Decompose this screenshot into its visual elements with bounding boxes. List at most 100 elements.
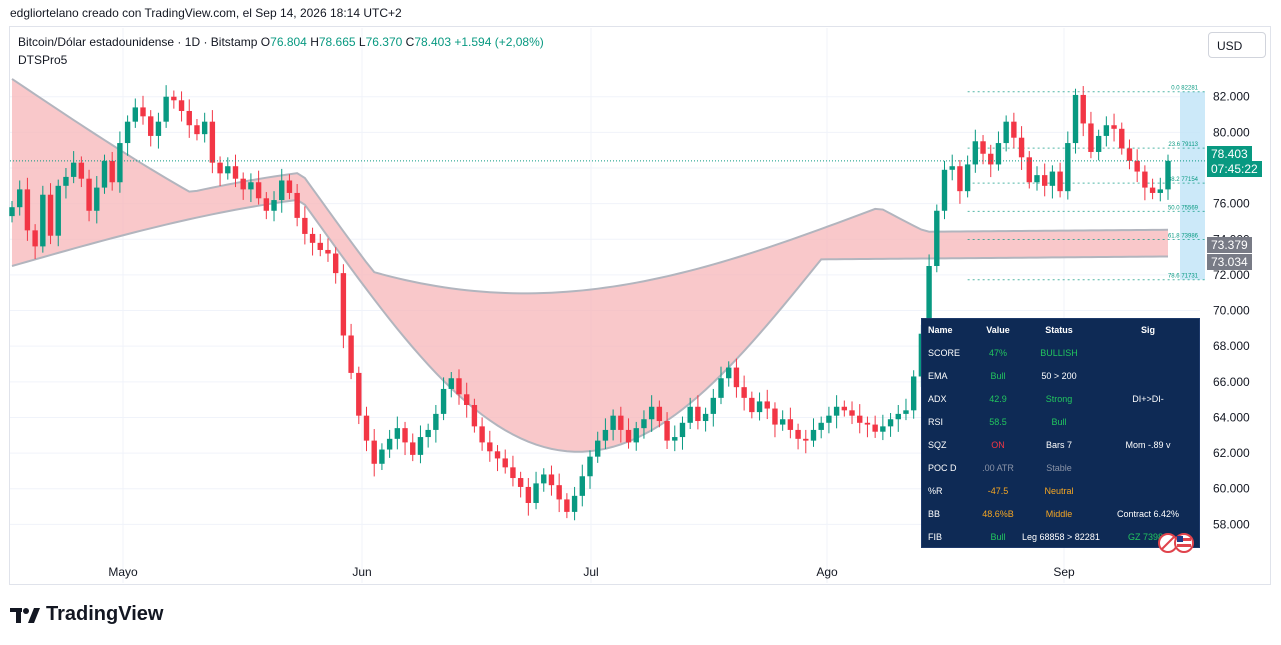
candle-body: [63, 176, 69, 186]
candle-body: [240, 178, 246, 190]
stats-header-cell: Status: [1045, 325, 1073, 335]
stats-cell: Bull: [990, 371, 1006, 381]
fib-level-label: 61.8 73986: [1168, 234, 1199, 240]
high-value: 78.665: [318, 35, 356, 49]
candle-body: [525, 486, 532, 503]
candle-body: [1011, 121, 1017, 138]
stats-cell: Strong: [1045, 394, 1073, 404]
y-tick-label: 70.000: [1213, 304, 1250, 318]
indicator-label[interactable]: DTSPro5: [18, 53, 68, 67]
candle-body: [286, 180, 293, 193]
stats-row: BB 48.6%B Middle Contract 6.42%: [922, 503, 1199, 525]
candle-body: [1080, 94, 1086, 124]
candle-body: [687, 406, 693, 423]
stats-cell: 58.5: [989, 417, 1007, 427]
candle-body: [94, 187, 100, 211]
y-tick-label: 62.000: [1213, 446, 1250, 460]
stats-header-cell: Value: [986, 325, 1010, 335]
stats-cell: .00 ATR: [982, 463, 1014, 473]
stats-cell: 50 > 200: [1041, 371, 1077, 381]
candle-body: [510, 467, 516, 479]
candle-body: [1018, 137, 1025, 158]
stats-cell: Mom -.89 v: [1125, 440, 1171, 450]
candle-body: [957, 166, 963, 192]
stats-cell: POC D: [928, 463, 957, 473]
candle-body: [55, 185, 61, 236]
currency-button[interactable]: USD: [1208, 32, 1266, 58]
stats-row: SCORE 47% BULLISH: [922, 342, 1199, 364]
candle-body: [271, 200, 277, 211]
candle-body: [379, 449, 385, 464]
candle-body: [425, 429, 431, 438]
candle-body: [448, 378, 454, 389]
candle-body: [124, 121, 131, 144]
ma-cloud: [12, 78, 1168, 452]
candle-body: [140, 107, 146, 117]
stats-cell: BULLISH: [1040, 348, 1078, 358]
snapshot-header: edgliortelano creado con TradingView.com…: [10, 6, 402, 20]
candle-body: [248, 182, 254, 190]
candle-body: [479, 426, 485, 443]
stats-cell: -47.5: [987, 486, 1009, 496]
candle-body: [949, 166, 955, 170]
candle-body: [1103, 125, 1110, 136]
y-tick-label: 82.000: [1213, 90, 1250, 104]
stats-row: %R -47.5 Neutral: [922, 480, 1199, 502]
y-tick-label: 66.000: [1213, 375, 1250, 389]
stats-row: EMA Bull 50 > 200: [922, 365, 1199, 387]
stats-row: RSI 58.5 Bull: [922, 411, 1199, 433]
candle-body: [171, 96, 177, 101]
low-label: L: [358, 35, 366, 49]
ma-lower-tag: 73.034: [1207, 254, 1252, 270]
candle-body: [749, 397, 755, 413]
candle-body: [1003, 121, 1009, 144]
ma-upper-line: [11, 78, 1169, 295]
last-price-tag: 78.403: [1207, 146, 1252, 162]
symbol-title: Bitcoin/Dólar estadounidense · 1D · Bits…: [18, 35, 258, 49]
candle-body: [463, 394, 470, 405]
candle-body: [163, 96, 169, 122]
stats-cell: SCORE: [928, 348, 961, 358]
candle-body: [564, 499, 570, 512]
candle-body: [363, 415, 370, 441]
y-tick-label: 72.000: [1213, 268, 1250, 282]
candle-body: [1149, 187, 1156, 193]
candle-body: [32, 230, 38, 247]
candle-body: [618, 415, 624, 430]
candle-body: [895, 413, 901, 420]
candle-body: [1065, 143, 1071, 192]
candle-body: [263, 198, 270, 211]
stats-cell: Bull: [990, 532, 1006, 542]
y-tick-label: 68.000: [1213, 339, 1250, 353]
candle-body: [795, 429, 801, 439]
stats-table: Name Value Status Sig SCORE 47% BULLISH EMA Bull…: [921, 318, 1200, 548]
candle-body: [194, 125, 200, 135]
candle-body: [741, 387, 747, 398]
candle-body: [101, 160, 108, 188]
stats-cell: Contract 6.42%: [1116, 509, 1180, 519]
candle-body: [556, 485, 562, 500]
candle-body: [710, 397, 717, 414]
stats-cell: Bars 7: [1045, 440, 1072, 450]
candle-body: [201, 121, 208, 135]
stats-cell: Neutral: [1044, 486, 1074, 496]
candle-body: [541, 474, 547, 484]
candle-body: [132, 107, 139, 122]
candle-body: [1134, 160, 1140, 172]
stats-header-cell: Name: [928, 325, 953, 335]
candle-body: [232, 166, 239, 179]
x-tick-label: Jul: [583, 565, 598, 579]
candle-body: [186, 110, 192, 126]
candle-body: [880, 426, 886, 432]
stats-row: SQZ ON Bars 7 Mom -.89 v: [922, 434, 1199, 456]
stats-header-cell: Sig: [1140, 325, 1155, 335]
stats-cell: 42.9: [989, 394, 1007, 404]
x-tick-label: Ago: [816, 565, 838, 579]
close-value: 78.403: [414, 35, 452, 49]
candle-body: [178, 100, 185, 111]
candle-body: [332, 253, 339, 274]
open-label: O: [260, 35, 271, 49]
candle-body: [410, 442, 416, 455]
candle-body: [602, 429, 609, 441]
